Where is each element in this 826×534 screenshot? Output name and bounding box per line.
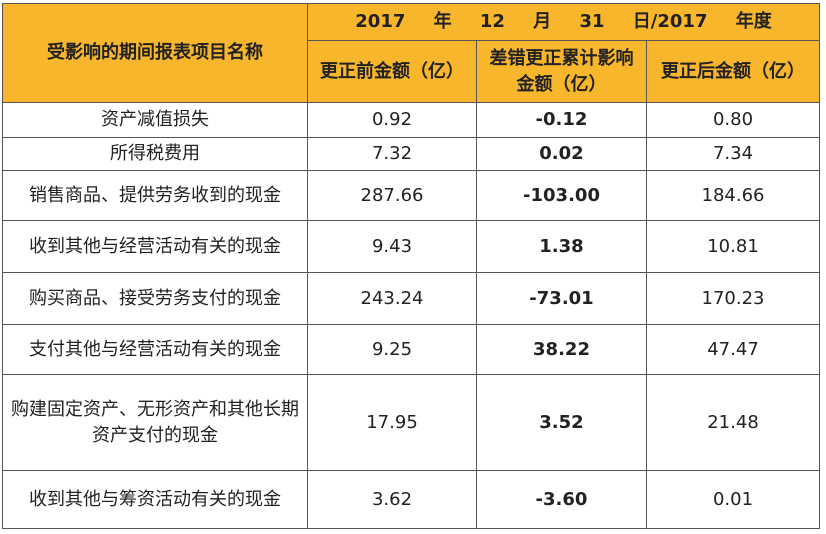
amount-cell: 9.25: [307, 324, 477, 375]
amount-cell: 1.38: [476, 220, 647, 273]
amount-cell: 7.34: [646, 137, 820, 171]
table-row: 销售商品、提供劳务收到的现金 287.66 -103.00 184.66: [2, 170, 820, 221]
item-cell: 销售商品、提供劳务收到的现金: [2, 170, 308, 221]
table-row: 收到其他与筹资活动有关的现金 3.62 -3.60 0.01: [2, 470, 820, 529]
amount-cell: 0.92: [307, 102, 477, 138]
amount-cell: 243.24: [307, 272, 477, 325]
item-cell: 所得税费用: [2, 137, 308, 171]
item-cell: 收到其他与经营活动有关的现金: [2, 220, 308, 273]
amount-cell: -73.01: [476, 272, 647, 325]
item-cell: 资产减值损失: [2, 102, 308, 138]
amount-cell: 0.01: [646, 470, 820, 529]
amount-cell: 47.47: [646, 324, 820, 375]
amount-cell: 9.43: [307, 220, 477, 273]
amount-cell: -3.60: [476, 470, 647, 529]
table-row: 支付其他与经营活动有关的现金 9.25 38.22 47.47: [2, 324, 820, 375]
period-header: 2017 年 12 月 31 日/2017 年度: [307, 3, 820, 41]
amount-cell: 17.95: [307, 374, 477, 471]
amount-cell: 38.22: [476, 324, 647, 375]
item-cell: 购买商品、接受劳务支付的现金: [2, 272, 308, 325]
amount-cell: 287.66: [307, 170, 477, 221]
item-cell: 购建固定资产、无形资产和其他长期资产支付的现金: [2, 374, 308, 471]
column-header: 更正后金额（亿）: [646, 40, 820, 103]
amount-cell: 0.02: [476, 137, 647, 171]
amount-cell: 3.62: [307, 470, 477, 529]
item-cell: 支付其他与经营活动有关的现金: [2, 324, 308, 375]
table-row: 所得税费用 7.32 0.02 7.34: [2, 137, 820, 171]
amount-cell: -0.12: [476, 102, 647, 138]
column-header: 差错更正累计影响金额（亿）: [476, 40, 647, 103]
column-header: 更正前金额（亿）: [307, 40, 477, 103]
table-row: 收到其他与经营活动有关的现金 9.43 1.38 10.81: [2, 220, 820, 273]
amount-cell: 0.80: [646, 102, 820, 138]
amount-cell: 184.66: [646, 170, 820, 221]
amount-cell: -103.00: [476, 170, 647, 221]
table-row: 资产减值损失 0.92 -0.12 0.80: [2, 102, 820, 138]
amount-cell: 10.81: [646, 220, 820, 273]
table-row: 购建固定资产、无形资产和其他长期资产支付的现金 17.95 3.52 21.48: [2, 374, 820, 471]
amount-cell: 170.23: [646, 272, 820, 325]
table-row: 购买商品、接受劳务支付的现金 243.24 -73.01 170.23: [2, 272, 820, 325]
item-cell: 收到其他与筹资活动有关的现金: [2, 470, 308, 529]
amount-cell: 3.52: [476, 374, 647, 471]
correction-table: 受影响的期间报表项目名称 2017 年 12 月 31 日/2017 年度 更正…: [2, 3, 820, 529]
item-header: 受影响的期间报表项目名称: [2, 3, 308, 103]
amount-cell: 21.48: [646, 374, 820, 471]
amount-cell: 7.32: [307, 137, 477, 171]
